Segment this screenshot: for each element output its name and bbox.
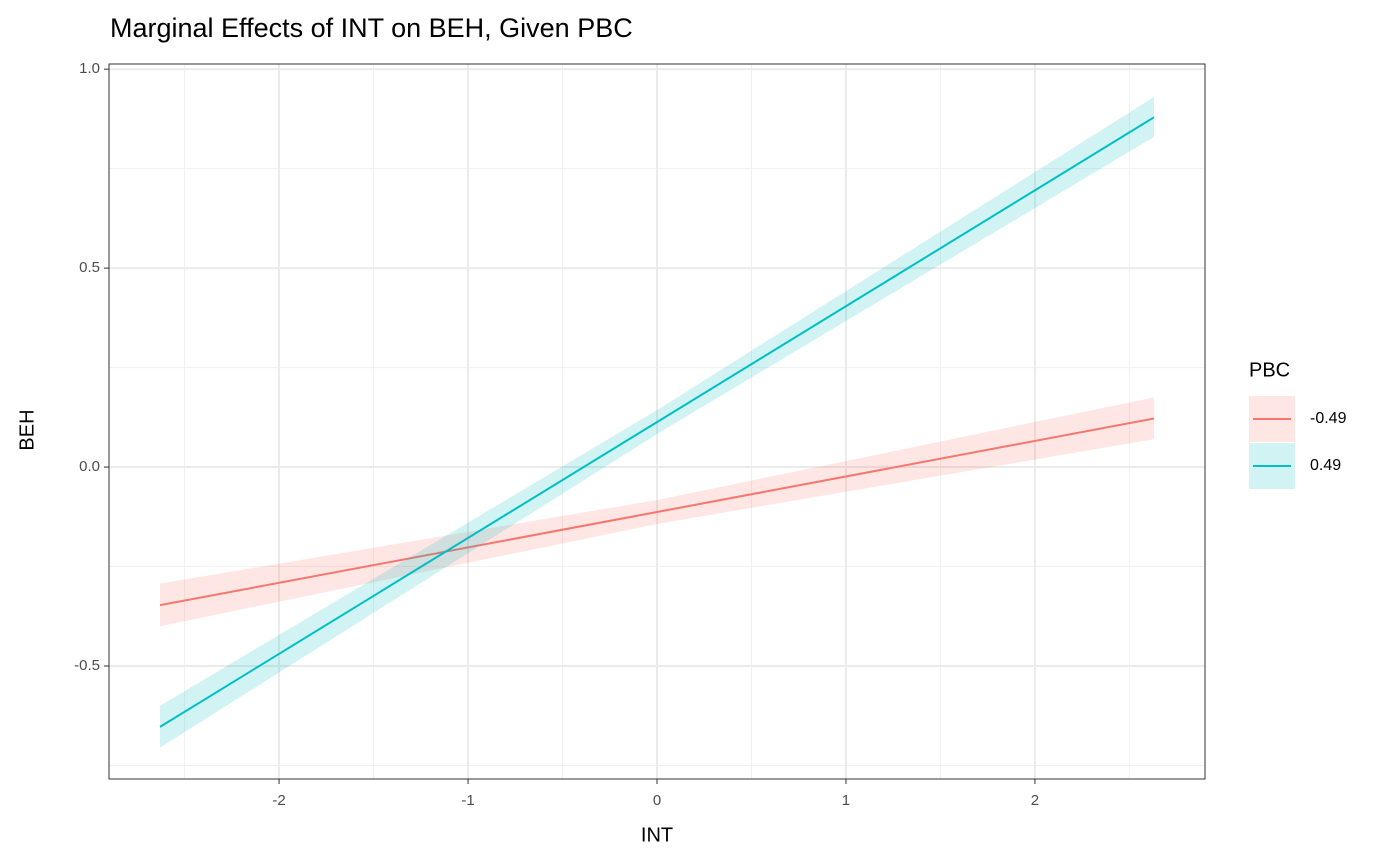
x-axis-title: INT xyxy=(641,824,673,846)
x-tick-label: 1 xyxy=(842,792,850,809)
x-tick-label: -1 xyxy=(461,792,474,809)
y-tick-label: 0.0 xyxy=(79,458,100,475)
x-tick-label: -2 xyxy=(272,792,285,809)
y-axis-title: BEH xyxy=(16,409,38,450)
y-tick-label: 0.5 xyxy=(79,259,100,276)
line xyxy=(159,116,1155,728)
line xyxy=(159,417,1155,607)
y-tick-label: -0.5 xyxy=(74,657,100,674)
plot-border xyxy=(108,63,1206,780)
x-tick-label: 2 xyxy=(1031,792,1039,809)
y-tick-label: 1.0 xyxy=(79,60,100,77)
legend-title: PBC xyxy=(1249,359,1290,381)
chart-title: Marginal Effects of INT on BEH, Given PB… xyxy=(110,13,633,43)
x-tick-label: 0 xyxy=(653,792,661,809)
legend-label: -0.49 xyxy=(1310,410,1347,427)
legend-label: 0.49 xyxy=(1310,457,1341,474)
